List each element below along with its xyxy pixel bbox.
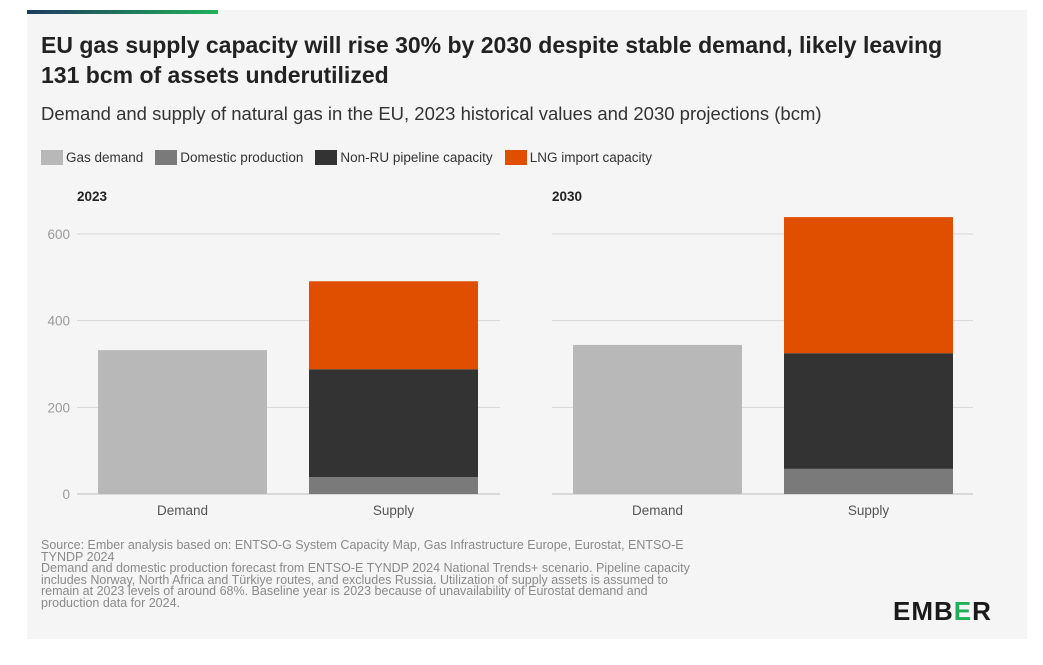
source-line: Demand and domestic production forecast …: [41, 561, 690, 575]
legend-label: Gas demand: [66, 149, 144, 165]
panel-title: 2023: [77, 189, 108, 204]
legend-swatch: [504, 149, 527, 165]
bar-segment: [98, 350, 267, 494]
source-line: includes Norway, North Africa and Türkiy…: [41, 572, 668, 587]
legend-label: Non-RU pipeline capacity: [340, 149, 493, 165]
chart-subtitle: Demand and supply of natural gas in the …: [41, 103, 822, 124]
y-tick-label: 600: [47, 227, 70, 242]
legend-swatch: [41, 149, 63, 165]
legend-item-gas-demand: Gas demand: [41, 149, 144, 165]
x-tick-label: Supply: [373, 503, 415, 518]
x-tick-label: Demand: [157, 503, 208, 518]
bar-segment: [573, 344, 742, 494]
y-tick-label: 200: [47, 400, 70, 415]
legend-label: LNG import capacity: [529, 149, 652, 165]
legend-swatch: [315, 149, 338, 165]
top-accent-bar: [27, 10, 218, 14]
panel-title: 2030: [552, 189, 582, 204]
legend-item-lng-import: LNG import capacity: [504, 149, 652, 165]
source-note: Source: Ember analysis based on: ENTSO-G…: [41, 538, 841, 610]
logo-text-pre: EMB: [893, 596, 954, 626]
legend: Gas demand Domestic production Non-RU pi…: [41, 147, 664, 167]
legend-item-domestic-production: Domestic production: [155, 149, 304, 165]
bar-segment: [309, 477, 478, 494]
y-tick-label: 400: [47, 314, 70, 329]
logo-text-mid: E: [953, 596, 973, 626]
source-line: production data for 2024.: [41, 595, 180, 610]
legend-label: Domestic production: [180, 149, 304, 165]
x-tick-label: Demand: [632, 503, 683, 518]
x-tick-label: Supply: [848, 503, 890, 518]
chart-title: EU gas supply capacity will rise 30% by …: [41, 32, 943, 88]
bar-segment: [784, 353, 953, 469]
chart-area: 2023 0 200 400 600 Demand Supply 2030 Demand Supp…: [47, 189, 973, 518]
source-line: Source: Ember analysis based on: ENTSO-G…: [41, 538, 684, 552]
bar-segment: [784, 217, 953, 354]
source-line: remain at 2023 levels of around 68%. Bas…: [41, 584, 648, 598]
source-line: TYNDP 2024: [41, 549, 115, 564]
bar-segment: [784, 468, 953, 494]
logo-text-post: R: [972, 596, 992, 626]
bar-segment: [309, 369, 478, 478]
legend-swatch: [155, 149, 178, 165]
legend-item-non-ru-pipeline: Non-RU pipeline capacity: [315, 149, 493, 165]
y-tick-label: 0: [62, 487, 70, 502]
ember-logo: EMBER: [893, 596, 992, 627]
bar-segment: [309, 281, 478, 370]
